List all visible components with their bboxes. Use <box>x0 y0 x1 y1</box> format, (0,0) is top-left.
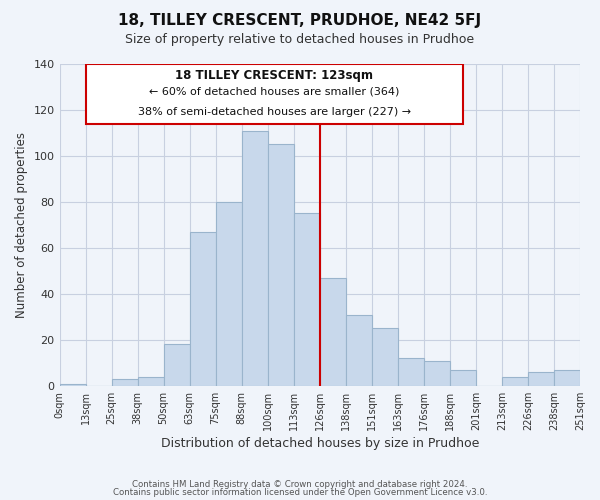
X-axis label: Distribution of detached houses by size in Prudhoe: Distribution of detached houses by size … <box>161 437 479 450</box>
Bar <box>242 130 268 386</box>
Bar <box>294 214 320 386</box>
Text: Size of property relative to detached houses in Prudhoe: Size of property relative to detached ho… <box>125 32 475 46</box>
Y-axis label: Number of detached properties: Number of detached properties <box>15 132 28 318</box>
Text: Contains HM Land Registry data © Crown copyright and database right 2024.: Contains HM Land Registry data © Crown c… <box>132 480 468 489</box>
Bar <box>215 202 242 386</box>
Text: 38% of semi-detached houses are larger (227) →: 38% of semi-detached houses are larger (… <box>137 106 411 117</box>
Bar <box>398 358 424 386</box>
Bar <box>320 278 346 386</box>
FancyBboxPatch shape <box>86 64 463 124</box>
Bar <box>372 328 398 386</box>
Text: Contains public sector information licensed under the Open Government Licence v3: Contains public sector information licen… <box>113 488 487 497</box>
Bar <box>424 360 450 386</box>
Bar <box>164 344 190 386</box>
Bar <box>59 384 86 386</box>
Text: 18, TILLEY CRESCENT, PRUDHOE, NE42 5FJ: 18, TILLEY CRESCENT, PRUDHOE, NE42 5FJ <box>118 12 482 28</box>
Bar <box>268 144 294 386</box>
Bar <box>502 376 528 386</box>
Bar <box>528 372 554 386</box>
Bar <box>450 370 476 386</box>
Bar <box>112 379 137 386</box>
Text: ← 60% of detached houses are smaller (364): ← 60% of detached houses are smaller (36… <box>149 87 400 97</box>
Bar <box>190 232 215 386</box>
Bar <box>554 370 580 386</box>
Bar <box>346 314 372 386</box>
Text: 18 TILLEY CRESCENT: 123sqm: 18 TILLEY CRESCENT: 123sqm <box>175 68 373 82</box>
Bar <box>137 376 164 386</box>
